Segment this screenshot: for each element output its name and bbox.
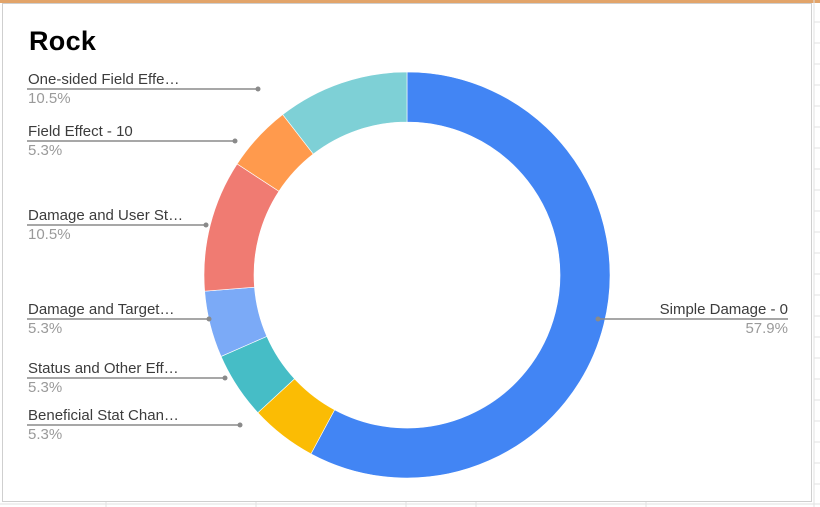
slice-label-5: Field Effect - 10 5.3% [27, 123, 238, 159]
leader-dot [222, 375, 228, 381]
slice-name: Damage and User St… [28, 207, 183, 224]
donut-chart: Simple Damage - 0 57.9% Beneficial Stat Ch… [27, 71, 788, 479]
label-group: Simple Damage - 0 57.9% Beneficial Stat Ch… [27, 71, 788, 443]
slice-0[interactable] [310, 71, 611, 479]
slice-percent: 5.3% [28, 379, 62, 396]
slice-6[interactable] [282, 71, 408, 155]
slice-name: Field Effect - 10 [28, 123, 133, 140]
leader-dot [203, 222, 209, 228]
slice-percent: 5.3% [28, 320, 62, 337]
chart-card[interactable]: Rock Simple Damage - 0 57.9% Beneficial St… [2, 3, 812, 502]
slice-name: Damage and Target… [28, 301, 174, 318]
slice-label-3: Damage and Target… 5.3% [27, 301, 212, 337]
slice-name: One-sided Field Effe… [28, 71, 179, 88]
leader-dot [255, 86, 261, 92]
slice-label-1: Beneficial Stat Chan… 5.3% [27, 407, 243, 443]
slice-name: Simple Damage - 0 [660, 301, 788, 318]
slice-percent: 5.3% [28, 426, 62, 443]
window-top-accent [0, 0, 820, 3]
slice-percent: 10.5% [28, 226, 71, 243]
leader-dot [206, 316, 212, 322]
slice-label-0: Simple Damage - 0 57.9% [595, 301, 788, 337]
slice-label-4: Damage and User St… 10.5% [27, 207, 209, 243]
leader-dot [595, 316, 601, 322]
slice-percent: 10.5% [28, 90, 71, 107]
slice-group [203, 71, 611, 479]
chart-title: Rock [29, 26, 97, 56]
slice-label-6: One-sided Field Effe… 10.5% [27, 71, 261, 107]
slice-label-2: Status and Other Eff… 5.3% [27, 360, 228, 396]
slice-percent: 5.3% [28, 142, 62, 159]
slice-percent: 57.9% [745, 320, 788, 337]
leader-dot [237, 422, 243, 428]
leader-dot [232, 138, 238, 144]
slice-name: Status and Other Eff… [28, 360, 179, 377]
slice-name: Beneficial Stat Chan… [28, 407, 179, 424]
